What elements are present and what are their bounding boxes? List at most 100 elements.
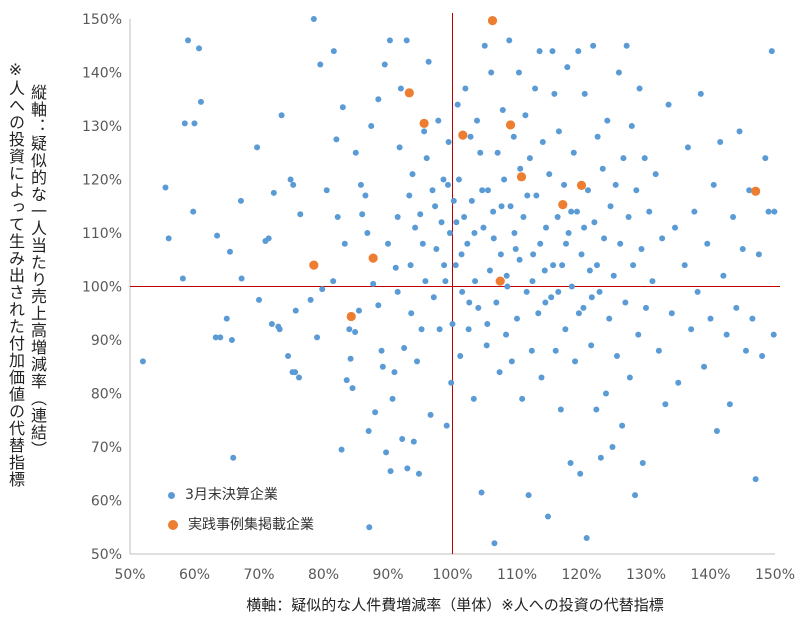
blue-point-135: [491, 540, 498, 547]
blue-point-222: [632, 492, 639, 499]
blue-point-212: [615, 69, 622, 76]
blue-point-225: [636, 85, 643, 92]
blue-point-247: [704, 240, 711, 247]
blue-point-43: [330, 48, 337, 55]
blue-point-246: [701, 363, 708, 370]
blue-point-294: [563, 240, 570, 247]
blue-point-124: [474, 117, 481, 124]
blue-point-127: [478, 489, 485, 496]
blue-point-234: [659, 235, 666, 242]
x-tick-label: 130%: [626, 567, 666, 583]
x-tick-label: 60%: [179, 567, 210, 583]
blue-point-164: [538, 374, 545, 381]
orange-point-4: [419, 118, 429, 128]
blue-point-71: [386, 37, 393, 44]
blue-point-171: [549, 48, 556, 55]
blue-point-210: [612, 181, 619, 188]
blue-point-228: [641, 155, 648, 162]
blue-point-201: [597, 454, 604, 461]
blue-point-191: [581, 90, 588, 97]
blue-point-253: [723, 331, 730, 338]
blue-point-268: [770, 331, 777, 338]
blue-point-106: [445, 139, 452, 146]
blue-point-297: [581, 224, 588, 231]
blue-point-113: [455, 176, 462, 183]
blue-point-196: [590, 42, 597, 49]
blue-point-207: [607, 203, 614, 210]
blue-point-215: [620, 155, 627, 162]
blue-point-293: [555, 288, 562, 295]
blue-point-41: [323, 187, 330, 194]
legend-marker-orange: [168, 520, 178, 530]
blue-point-299: [593, 262, 600, 269]
orange-point-7: [495, 276, 505, 286]
blue-point-78: [397, 85, 404, 92]
blue-point-163: [536, 48, 543, 55]
blue-point-144: [506, 37, 513, 44]
blue-point-16: [230, 454, 237, 461]
blue-point-58: [362, 192, 369, 199]
blue-point-80: [401, 345, 408, 352]
blue-point-29: [287, 176, 294, 183]
blue-point-218: [625, 213, 632, 220]
blue-point-132: [486, 267, 493, 274]
blue-point-39: [317, 61, 324, 68]
blue-point-153: [520, 213, 527, 220]
y-tick-label: 80%: [91, 387, 122, 403]
blue-point-200: [596, 288, 603, 295]
y-tick-label: 110%: [82, 226, 122, 242]
legend-item-case-study: 実践事例集掲載企業: [168, 514, 314, 534]
blue-point-208: [609, 444, 616, 450]
blue-point-116: [461, 213, 468, 220]
blue-point-40: [319, 286, 326, 293]
blue-point-202: [599, 165, 606, 172]
blue-point-155: [523, 288, 530, 295]
blue-point-263: [755, 251, 762, 258]
y-axis-label: 縦軸：疑似的な一人当たり売上高増減率（連結）: [28, 84, 47, 458]
blue-point-67: [379, 363, 386, 370]
blue-point-229: [643, 304, 649, 311]
blue-point-109: [449, 320, 456, 327]
blue-point-230: [646, 208, 653, 215]
blue-point-13: [223, 315, 230, 322]
blue-point-274: [432, 203, 439, 210]
x-tick-label: 80%: [308, 567, 339, 583]
blue-point-269: [771, 208, 778, 215]
x-tick-labels: 50% 60% 70% 80% 90% 100% 110% 120% 130% 140% 150%: [114, 567, 795, 583]
blue-point-206: [606, 315, 613, 322]
x-tick-label: 100%: [432, 567, 472, 583]
blue-point-36: [307, 296, 314, 303]
blue-point-157: [526, 155, 533, 162]
blue-point-38: [314, 334, 321, 341]
x-tick-label: 90%: [372, 567, 403, 583]
blue-point-197: [591, 219, 598, 226]
blue-point-236: [665, 101, 672, 108]
blue-point-280: [471, 230, 478, 236]
blue-point-145: [507, 203, 514, 210]
blue-point-95: [425, 58, 432, 65]
blue-point-79: [399, 435, 406, 442]
y-tick-label: 90%: [91, 333, 122, 349]
blue-point-232: [652, 171, 659, 178]
data-points: [139, 16, 778, 547]
blue-point-264: [759, 353, 766, 360]
blue-point-257: [736, 128, 743, 135]
blue-point-75: [392, 264, 399, 271]
y-tick-label: 130%: [82, 119, 122, 135]
blue-point-273: [419, 240, 426, 247]
blue-point-126: [477, 149, 484, 156]
blue-point-256: [733, 304, 740, 311]
blue-point-178: [561, 181, 568, 188]
blue-point-168: [544, 513, 551, 520]
blue-point-152: [519, 395, 526, 402]
blue-point-68: [381, 61, 388, 68]
blue-point-165: [539, 139, 546, 146]
x-tick-label: 150%: [755, 567, 795, 583]
blue-point-290: [537, 240, 544, 247]
orange-point-6: [487, 16, 498, 26]
blue-point-34: [295, 374, 302, 381]
blue-point-99: [433, 246, 440, 253]
blue-point-231: [649, 278, 656, 285]
blue-point-6: [190, 208, 197, 215]
blue-point-149: [514, 315, 520, 322]
